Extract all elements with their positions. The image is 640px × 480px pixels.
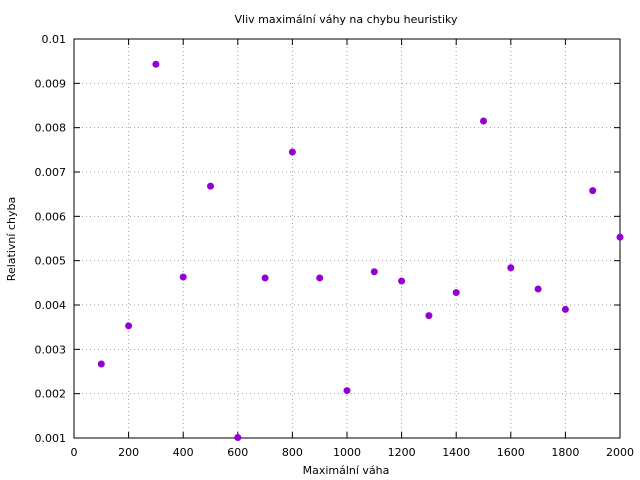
data-points — [97, 60, 624, 442]
x-tick-label: 600 — [227, 446, 248, 459]
x-tick-label: 800 — [282, 446, 303, 459]
y-axis-label: Relativní chyba — [5, 197, 18, 281]
y-tick-label: 0.001 — [35, 432, 67, 445]
y-tick-label: 0.01 — [42, 33, 67, 46]
chart-title: Vliv maximální váhy na chybu heuristiky — [235, 13, 458, 26]
data-point — [425, 312, 433, 320]
data-point — [616, 233, 624, 241]
data-point — [207, 182, 214, 190]
data-point — [288, 148, 296, 156]
x-tick-label: 1200 — [388, 446, 416, 459]
plot-frame — [73, 38, 621, 439]
x-tick-label: 2000 — [606, 446, 634, 459]
x-tick-label: 1400 — [442, 446, 470, 459]
x-tick-label: 1800 — [551, 446, 579, 459]
data-point — [507, 264, 515, 272]
data-point — [261, 274, 269, 282]
data-point — [125, 322, 133, 330]
data-point — [589, 187, 597, 195]
data-point — [452, 289, 460, 297]
x-tick-label: 1000 — [333, 446, 361, 459]
x-tick-label: 1600 — [497, 446, 525, 459]
x-tick-labels: 0 200 400 600 800 1000 1200 1400 1600 1800 2000 — [71, 446, 635, 459]
data-point — [398, 277, 406, 285]
y-tick-label: 0.007 — [35, 166, 67, 179]
data-point — [343, 387, 351, 395]
data-point — [370, 268, 378, 276]
y-tick-label: 0.008 — [35, 122, 67, 135]
ticks — [73, 38, 621, 439]
data-point — [179, 273, 187, 281]
x-axis-label: Maximální váha — [303, 464, 390, 477]
y-tick-labels: 0.001 0.002 0.003 0.004 0.005 0.006 0.007 0.008… — [35, 33, 67, 445]
x-tick-label: 0 — [71, 446, 78, 459]
data-point — [561, 305, 569, 313]
data-point — [97, 360, 105, 368]
y-tick-label: 0.004 — [35, 299, 67, 312]
y-tick-label: 0.003 — [35, 343, 67, 356]
y-tick-label: 0.009 — [35, 77, 67, 90]
y-tick-label: 0.002 — [35, 388, 67, 401]
y-tick-label: 0.006 — [35, 210, 67, 223]
grid-lines — [74, 39, 620, 438]
x-tick-label: 400 — [173, 446, 194, 459]
x-tick-label: 200 — [118, 446, 139, 459]
data-point — [480, 117, 487, 125]
data-point — [316, 274, 324, 282]
y-tick-label: 0.005 — [35, 255, 67, 268]
data-point — [534, 285, 542, 293]
data-point — [234, 434, 242, 442]
data-point — [152, 60, 160, 68]
